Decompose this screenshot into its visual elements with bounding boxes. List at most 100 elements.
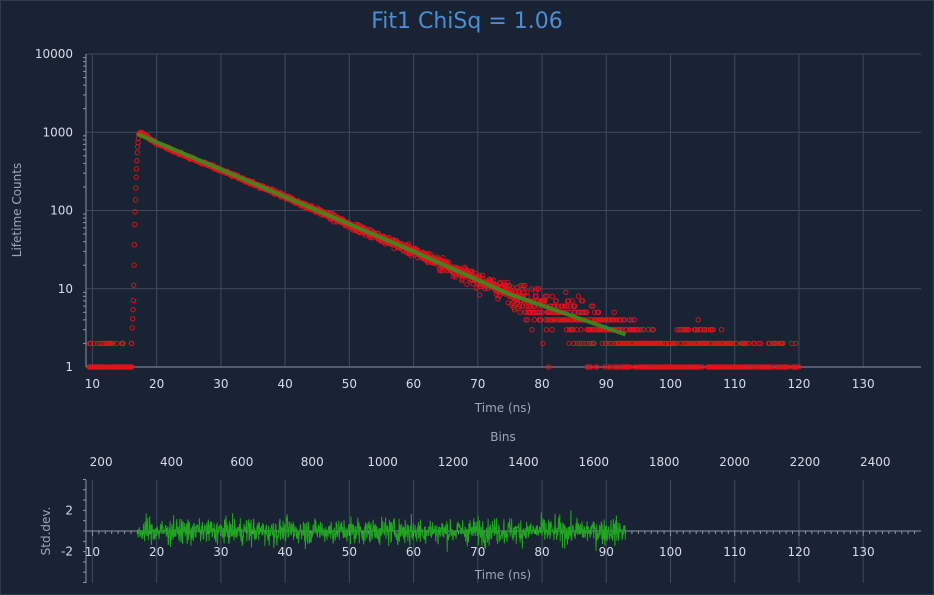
data-point bbox=[446, 259, 452, 266]
data-point bbox=[733, 340, 740, 347]
residual-y-axis-label: Std.dev. bbox=[39, 507, 53, 556]
data-point bbox=[491, 277, 497, 283]
data-point bbox=[518, 282, 524, 289]
main-x-tick-label: 50 bbox=[342, 377, 357, 391]
data-point bbox=[563, 289, 569, 295]
data-point bbox=[548, 317, 555, 323]
data-point bbox=[650, 327, 657, 333]
data-point bbox=[551, 317, 557, 323]
data-point bbox=[476, 292, 483, 298]
data-point bbox=[580, 340, 586, 347]
main-x-tick-label: 130 bbox=[852, 377, 875, 391]
data-point bbox=[577, 340, 583, 347]
main-x-tick-label: 70 bbox=[470, 377, 485, 391]
residual-x-tick-label: 120 bbox=[788, 545, 811, 559]
data-point bbox=[517, 309, 523, 315]
data-point bbox=[611, 317, 618, 323]
main-x-tick-label: 110 bbox=[723, 377, 746, 391]
data-point bbox=[523, 303, 529, 309]
residual-x-tick-labels: 10 20 30 40 50 60 70 80 90 100 110 120 130 bbox=[85, 545, 875, 559]
data-point bbox=[607, 364, 613, 370]
data-point bbox=[603, 340, 609, 347]
data-point bbox=[574, 340, 581, 347]
data-point bbox=[464, 281, 470, 288]
data-point bbox=[588, 340, 595, 347]
data-point bbox=[635, 327, 641, 333]
data-point bbox=[583, 340, 589, 347]
data-point bbox=[587, 327, 594, 333]
residual-y-tick-label: 2 bbox=[65, 503, 73, 517]
data-point bbox=[572, 303, 578, 309]
data-point bbox=[618, 317, 624, 323]
main-x-tick-label: 20 bbox=[149, 377, 164, 391]
data-point bbox=[580, 298, 586, 304]
data-point bbox=[562, 317, 569, 323]
data-point bbox=[590, 303, 596, 309]
data-point bbox=[638, 327, 644, 333]
main-x-tick-label: 40 bbox=[277, 377, 292, 391]
data-point bbox=[704, 327, 710, 333]
data-point bbox=[120, 340, 126, 347]
residual-y-tick-labels: 2 -2 bbox=[61, 503, 73, 558]
bins-tick-label: 800 bbox=[301, 455, 324, 469]
bins-tick-label: 2000 bbox=[719, 455, 750, 469]
main-y-tick-labels: 1 10 100 1000 10000 bbox=[35, 47, 73, 374]
main-y-tick-label: 1 bbox=[65, 360, 73, 374]
data-point bbox=[599, 340, 605, 347]
data-point bbox=[694, 327, 701, 333]
residual-trace bbox=[136, 510, 626, 552]
data-points bbox=[86, 129, 802, 370]
data-point bbox=[545, 364, 552, 370]
main-x-tick-label: 60 bbox=[406, 377, 421, 391]
data-point bbox=[536, 309, 543, 315]
data-point bbox=[606, 340, 612, 347]
main-x-tick-labels: 10 20 30 40 50 60 70 80 90 100 110 120 130 bbox=[85, 377, 875, 391]
main-x-tick-label: 120 bbox=[788, 377, 811, 391]
residual-x-axis-label: Time (ns) bbox=[474, 568, 531, 582]
data-point bbox=[569, 298, 576, 304]
data-point bbox=[578, 327, 584, 333]
bins-tick-label: 2200 bbox=[790, 455, 821, 469]
main-y-tick-label: 10 bbox=[58, 282, 73, 296]
data-point bbox=[718, 327, 725, 333]
data-point bbox=[479, 272, 486, 279]
data-point bbox=[628, 317, 635, 323]
data-point bbox=[796, 364, 802, 370]
data-point bbox=[549, 327, 555, 333]
data-point bbox=[758, 340, 764, 347]
data-point bbox=[608, 340, 614, 347]
data-point bbox=[771, 340, 777, 347]
data-point bbox=[749, 364, 755, 370]
main-y-tick-label: 1000 bbox=[42, 125, 73, 139]
data-point bbox=[611, 364, 617, 370]
data-point bbox=[592, 309, 598, 315]
data-point bbox=[673, 340, 679, 347]
data-point bbox=[131, 282, 137, 288]
data-point bbox=[585, 364, 591, 370]
data-point bbox=[135, 139, 141, 146]
data-point bbox=[559, 303, 565, 309]
data-point bbox=[793, 340, 799, 347]
data-point bbox=[746, 340, 752, 347]
bins-tick-label: 200 bbox=[90, 455, 113, 469]
data-point bbox=[555, 303, 562, 309]
main-y-tick-label: 100 bbox=[50, 204, 73, 218]
data-point bbox=[613, 340, 619, 347]
data-point bbox=[131, 262, 137, 268]
data-point bbox=[772, 340, 779, 347]
data-point bbox=[132, 221, 138, 228]
data-point bbox=[91, 340, 97, 347]
data-point bbox=[539, 309, 545, 315]
data-point bbox=[567, 327, 573, 333]
main-plot-grid bbox=[83, 53, 921, 368]
data-point bbox=[605, 364, 611, 370]
data-point bbox=[134, 158, 140, 164]
bins-tick-label: 1000 bbox=[367, 455, 398, 469]
bins-tick-label: 1400 bbox=[508, 455, 539, 469]
bins-tick-label: 1600 bbox=[578, 455, 609, 469]
data-point bbox=[545, 317, 551, 323]
main-y-tick-label: 10000 bbox=[35, 47, 73, 61]
data-point bbox=[520, 282, 526, 289]
data-point bbox=[132, 209, 138, 215]
residual-x-tick-label: 110 bbox=[723, 545, 746, 559]
